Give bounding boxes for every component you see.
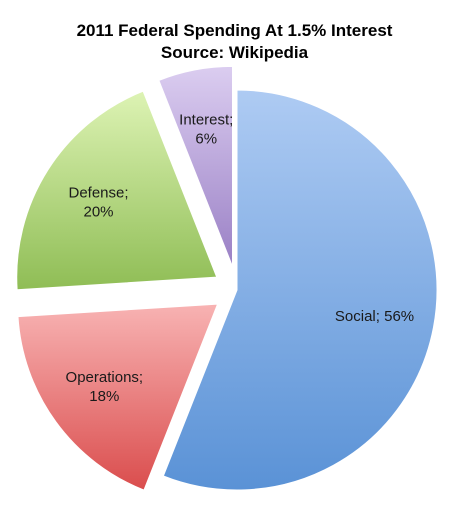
slice-label-line: Operations; — [66, 369, 144, 386]
chart-title: 2011 Federal Spending At 1.5% Interest S… — [0, 20, 469, 64]
slice-label-line: 18% — [89, 388, 119, 405]
slice-label-line: 6% — [195, 130, 217, 147]
slice-label-interest: Interest; 6% — [179, 111, 233, 147]
chart-subtitle-line: Source: Wikipedia — [160, 43, 309, 62]
slice-label-defense: Defense; 20% — [69, 185, 129, 221]
slice-label-line: 20% — [84, 204, 114, 221]
pie-slice-defense — [16, 90, 218, 291]
pie-slice-social — [162, 89, 438, 491]
slice-label-line: Interest; — [179, 111, 233, 128]
slice-label-operations: Operations; 18% — [66, 369, 144, 405]
slice-label-line: Social; 56% — [335, 308, 414, 325]
chart-title-line: 2011 Federal Spending At 1.5% Interest — [76, 21, 393, 40]
pie-slice-operations — [17, 303, 219, 491]
slice-label-social: Social; 56% — [335, 308, 414, 325]
pie-slice-interest — [158, 65, 234, 267]
slice-label-line: Defense; — [69, 185, 129, 202]
